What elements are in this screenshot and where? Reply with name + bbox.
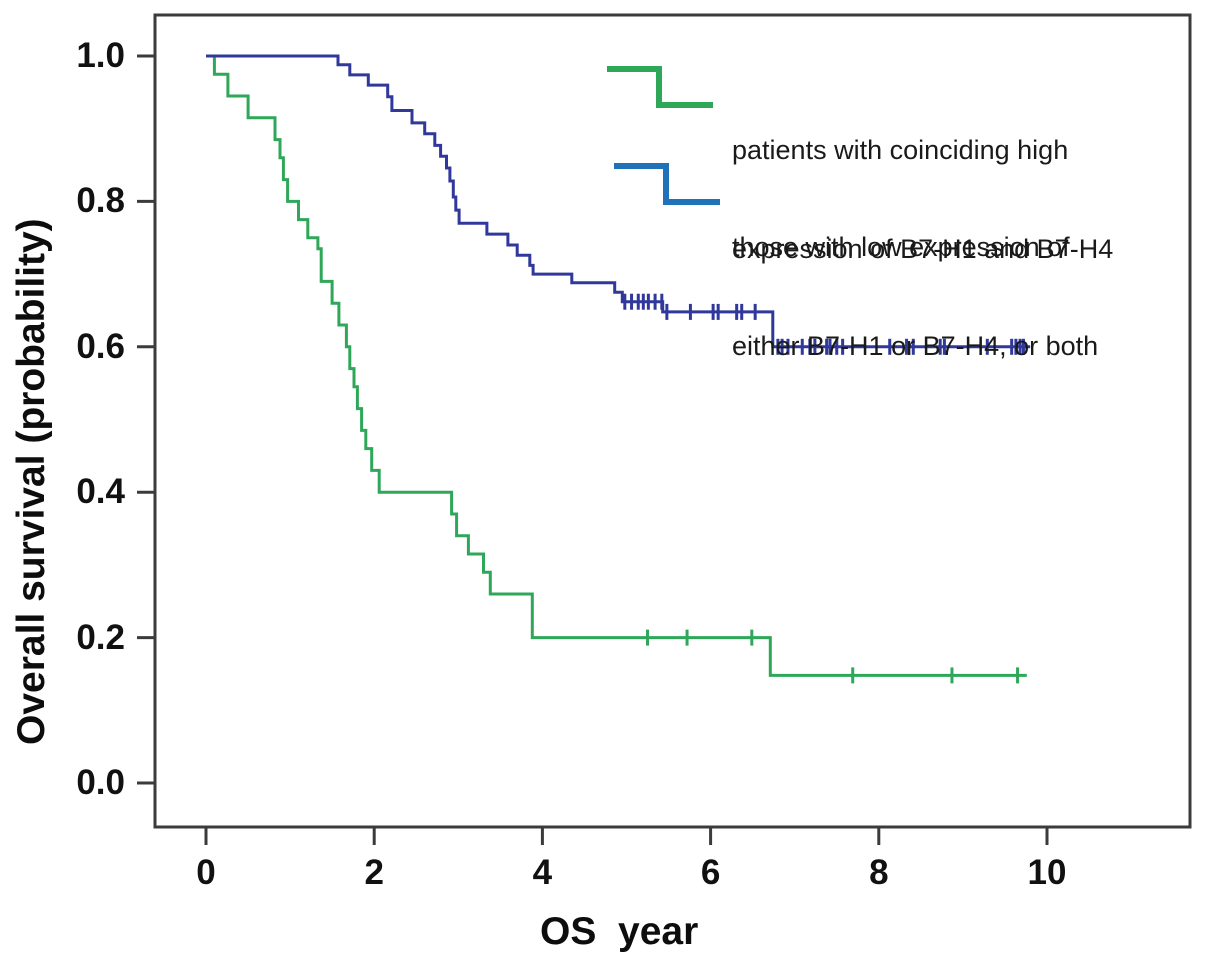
curve-high-coexpression-group: [206, 54, 1027, 677]
y-tick-label-3: 0.4: [76, 472, 125, 512]
legend-label-high-coexpression: patients with coinciding high expression…: [732, 68, 1113, 332]
legend-label-line: patients with coinciding high: [732, 135, 1069, 165]
legend-step-icon-low-expression: [614, 163, 720, 205]
plot-border: [153, 13, 1192, 829]
legend-step-icon-high-coexpression: [607, 66, 713, 108]
curve-low-expression-group: [206, 54, 1031, 349]
legend-label-low-expression: those with low expression of either B7-H…: [732, 165, 1098, 429]
legend-label-line: those with low expression of: [732, 232, 1070, 262]
x-tick-label-3: 6: [700, 853, 721, 892]
x-tick-label-1: 2: [364, 853, 384, 892]
y-tick-label-4: 0.2: [76, 617, 125, 657]
legend-label-line: either B7-H1 or B7-H4, or both: [732, 331, 1099, 361]
legend-label-line: expression of B7-H1 and B7-H4: [732, 234, 1114, 264]
y-tick-label-0: 1.0: [76, 36, 125, 75]
y-axis-ticks: [137, 54, 155, 785]
x-tick-label-4: 8: [869, 853, 889, 892]
x-tick-label-0: 0: [196, 853, 216, 892]
censor-marks-high-coexpression-group: [646, 629, 1020, 684]
censor-marks: [623, 293, 1025, 684]
y-tick-label-2: 0.6: [76, 326, 125, 366]
y-tick-label-1: 0.8: [76, 181, 125, 221]
x-axis-ticks: [204, 827, 1049, 845]
survival-curves: [206, 54, 1031, 677]
y-tick-label-5: 0.0: [76, 763, 125, 802]
x-tick-label-5: 10: [1027, 853, 1067, 892]
censor-marks-low-expression-group: [623, 293, 1025, 355]
x-tick-label-2: 4: [532, 853, 553, 892]
x-axis-title: OS year: [540, 910, 699, 953]
